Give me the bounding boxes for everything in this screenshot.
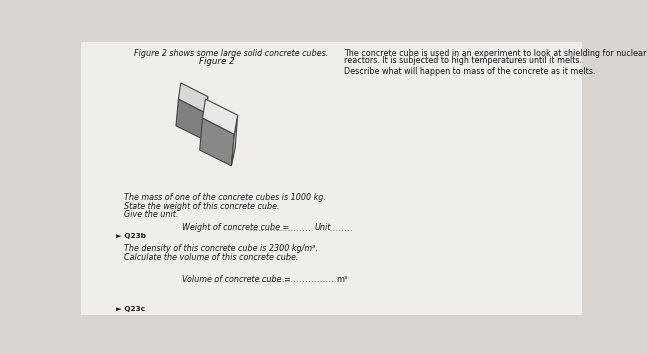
Text: ► Q23c: ► Q23c xyxy=(116,306,145,312)
Text: Describe what will happen to mass of the concrete as it melts.: Describe what will happen to mass of the… xyxy=(344,67,596,76)
Text: Calculate the volume of this concrete cube.: Calculate the volume of this concrete cu… xyxy=(124,253,298,262)
Polygon shape xyxy=(203,99,237,134)
Polygon shape xyxy=(176,99,205,139)
Text: The mass of one of the concrete cubes is 1000 kg.: The mass of one of the concrete cubes is… xyxy=(124,193,325,202)
Text: Give the unit.: Give the unit. xyxy=(124,210,178,219)
Text: Figure 2 shows some large solid concrete cubes.: Figure 2 shows some large solid concrete… xyxy=(133,48,328,58)
Text: ► Q23b: ► Q23b xyxy=(116,233,146,239)
Polygon shape xyxy=(200,118,234,166)
Text: m³: m³ xyxy=(336,275,348,284)
Text: The density of this concrete cube is 2300 kg/m³.: The density of this concrete cube is 230… xyxy=(124,244,318,253)
Text: Unit: Unit xyxy=(314,223,331,233)
Text: Weight of concrete cube =: Weight of concrete cube = xyxy=(182,223,291,233)
Text: State the weight of this concrete cube.: State the weight of this concrete cube. xyxy=(124,202,279,211)
Polygon shape xyxy=(203,97,208,139)
Text: Volume of concrete cube =: Volume of concrete cube = xyxy=(182,275,293,284)
Text: Figure 2: Figure 2 xyxy=(199,57,234,66)
Text: The concrete cube is used in an experiment to look at shielding for nuclear: The concrete cube is used in an experime… xyxy=(344,50,647,58)
Polygon shape xyxy=(179,83,208,113)
Polygon shape xyxy=(232,115,237,166)
Text: reactors. It is subjected to high temperatures until it melts.: reactors. It is subjected to high temper… xyxy=(344,56,582,65)
